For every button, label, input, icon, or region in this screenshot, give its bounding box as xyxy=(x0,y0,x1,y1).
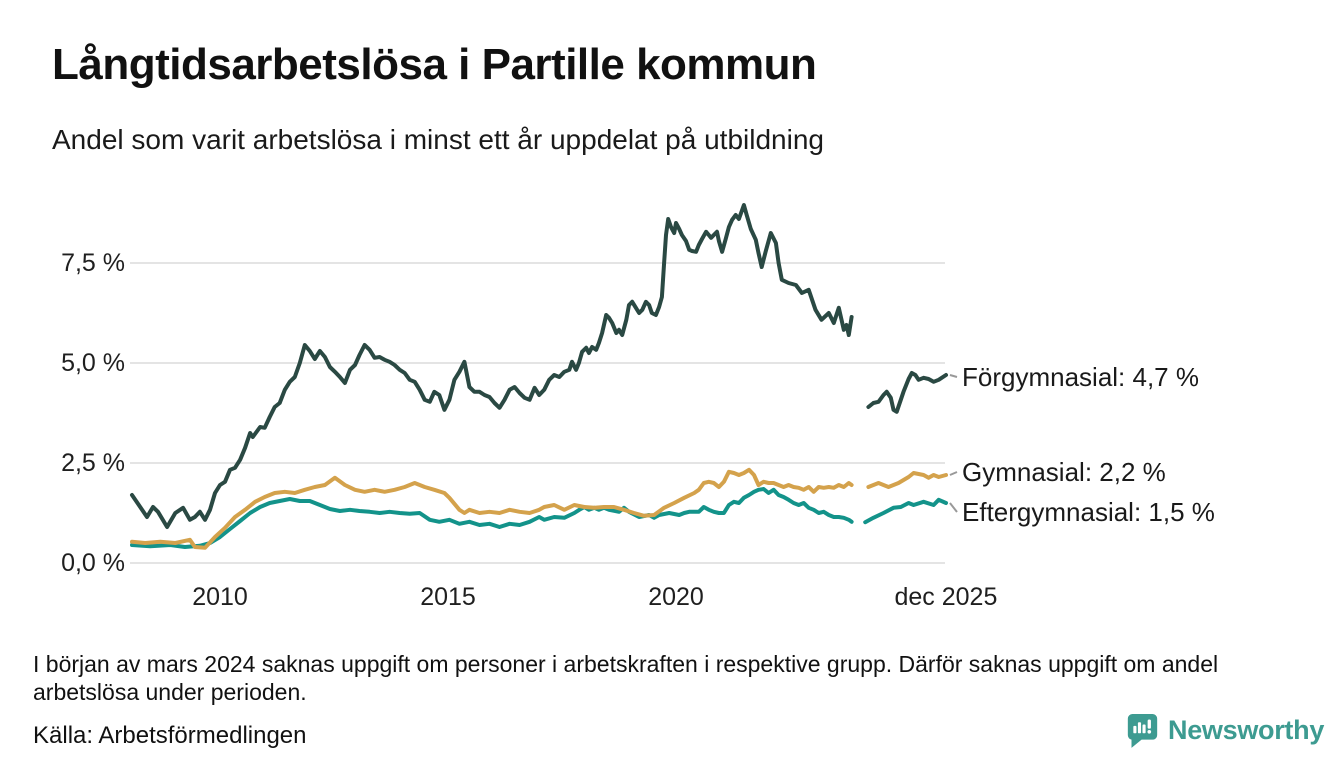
newsworthy-speech-bubble-chart-icon xyxy=(1126,712,1159,749)
label-connector-forgymnasial xyxy=(949,374,958,378)
y-axis-label-5: 5,0 % xyxy=(61,349,125,377)
label-connector-eftergymnasial xyxy=(949,502,958,513)
y-axis-label-2.5: 2,5 % xyxy=(61,449,125,477)
series-line-eftergymnasial-seg2 xyxy=(863,497,948,525)
series-line-forgymnasial-seg2 xyxy=(866,371,948,414)
x-axis-label-dec-2025: dec 2025 xyxy=(894,583,998,611)
x-axis-label-2015: 2015 xyxy=(420,583,476,611)
y-axis-label-0: 0,0 % xyxy=(61,549,125,577)
brand-name: Newsworthy xyxy=(1168,715,1325,745)
chart-title: Långtidsarbetslösa i Partille kommun xyxy=(52,40,817,89)
series-line-gymnasial-seg2 xyxy=(866,471,948,489)
series-end-label-eftergymnasial: Eftergymnasial: 1,5 % xyxy=(962,497,1215,527)
chart-footnote: I början av mars 2024 saknas uppgift om … xyxy=(33,651,1219,705)
series-line-forgymnasial-seg1 xyxy=(130,203,854,529)
chart-subtitle: Andel som varit arbetslösa i minst ett å… xyxy=(52,124,824,155)
x-axis-label-2020: 2020 xyxy=(648,583,704,611)
label-connector-gymnasial xyxy=(949,471,958,476)
newsworthy-logo: Newsworthy xyxy=(1126,712,1324,749)
series-end-label-gymnasial: Gymnasial: 2,2 % xyxy=(962,457,1166,487)
series-line-eftergymnasial-seg1 xyxy=(130,487,854,549)
y-axis-label-7.5: 7,5 % xyxy=(61,249,125,277)
x-axis-label-2010: 2010 xyxy=(192,583,248,611)
series-line-gymnasial-seg1 xyxy=(130,467,854,550)
series-end-label-forgymnasial: Förgymnasial: 4,7 % xyxy=(962,362,1199,392)
source-text: Källa: Arbetsförmedlingen xyxy=(33,722,307,749)
